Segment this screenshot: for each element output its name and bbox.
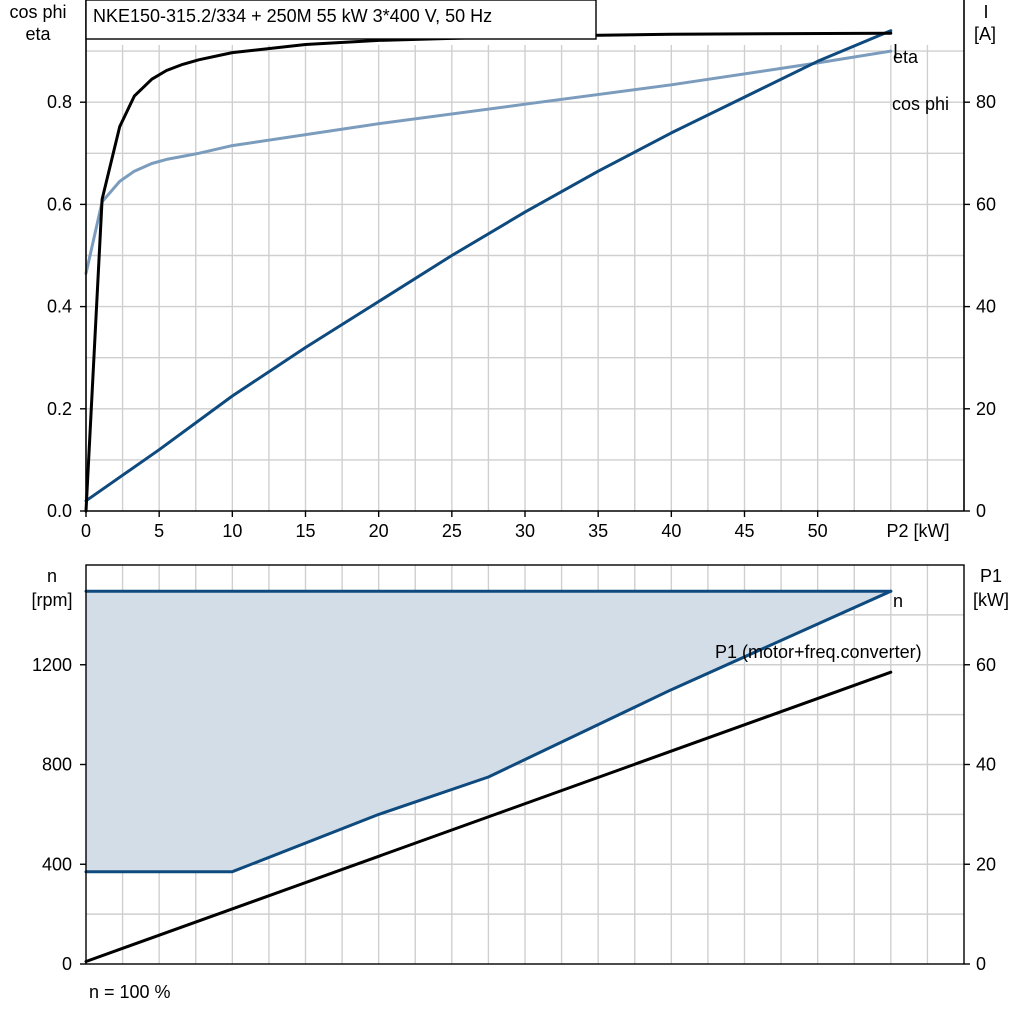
x-tick-label: 5 xyxy=(154,521,164,541)
bottom-right-axis-label-line1: P1 xyxy=(980,566,1002,586)
right-y-tick-label: 60 xyxy=(976,194,996,214)
x-tick-label: 35 xyxy=(588,521,608,541)
current-series-label: I xyxy=(893,41,898,61)
speed-range-area xyxy=(86,591,891,872)
p1-series-label: P1 (motor+freq.converter) xyxy=(715,642,922,662)
right-y-tick-label: 40 xyxy=(976,297,996,317)
right-y-tick-label: 80 xyxy=(976,92,996,112)
left-y-tick-label: 0.2 xyxy=(47,399,72,419)
cos-phi-curve xyxy=(84,49,893,275)
x-tick-label: 30 xyxy=(515,521,535,541)
top-right-axis-label-line2: [A] xyxy=(974,24,996,44)
bottom-left-y-tick-label: 1200 xyxy=(32,655,72,675)
speed-series-label: n xyxy=(893,591,903,611)
bottom-left-y-tick-label: 400 xyxy=(42,854,72,874)
bottom-left-y-tick-label: 800 xyxy=(42,755,72,775)
x-tick-label: 45 xyxy=(734,521,754,541)
chart-title: NKE150-315.2/334 + 250M 55 kW 3*400 V, 5… xyxy=(93,6,492,26)
eta-series-label: eta xyxy=(893,47,919,67)
top-left-axis-label-line1: cos phi xyxy=(9,2,66,22)
left-y-tick-label: 0.8 xyxy=(47,92,72,112)
right-y-tick-label: 20 xyxy=(976,399,996,419)
left-y-tick-label: 0.6 xyxy=(47,194,72,214)
bottom-right-axis-label-line2: [kW] xyxy=(973,590,1009,610)
p1-curve xyxy=(84,670,893,963)
bottom-chart-series xyxy=(84,589,893,963)
min-speed-line xyxy=(84,589,893,874)
chart-axes xyxy=(80,0,970,965)
right-y-tick-label: 0 xyxy=(976,501,986,521)
x-tick-label: 20 xyxy=(369,521,389,541)
x-tick-label: 40 xyxy=(661,521,681,541)
cos-phi-series-label: cos phi xyxy=(892,94,949,114)
bottom-right-y-tick-label: 40 xyxy=(976,755,996,775)
x-tick-label: 10 xyxy=(222,521,242,541)
bottom-right-y-tick-label: 20 xyxy=(976,854,996,874)
top-right-axis-label-line1: I xyxy=(983,2,988,22)
bottom-right-y-tick-label: 60 xyxy=(976,655,996,675)
top-chart-grid xyxy=(86,45,964,511)
top-left-axis-label-line2: eta xyxy=(25,24,51,44)
left-y-tick-label: 0.0 xyxy=(47,501,72,521)
bottom-left-axis-label-line2: [rpm] xyxy=(31,590,72,610)
x-tick-label: 25 xyxy=(442,521,462,541)
x-tick-label: 15 xyxy=(295,521,315,541)
current-curve xyxy=(84,29,893,503)
left-y-tick-label: 0.4 xyxy=(47,297,72,317)
bottom-left-axis-label-line1: n xyxy=(47,566,57,586)
x-tick-label: 50 xyxy=(808,521,828,541)
bottom-right-y-tick-label: 0 xyxy=(976,954,986,974)
tick-labels: 0 5 10 15 20 25 30 35 40 45 50 0.0 0.2 0.4 0.6 0.8 0 20 40… xyxy=(32,92,996,974)
x-tick-label: 0 xyxy=(81,521,91,541)
x-axis-label: P2 [kW] xyxy=(886,521,949,541)
speed-range-band xyxy=(86,591,891,872)
bottom-left-y-tick-label: 0 xyxy=(62,954,72,974)
footer-note: n = 100 % xyxy=(89,982,171,1002)
title-box xyxy=(85,0,597,40)
